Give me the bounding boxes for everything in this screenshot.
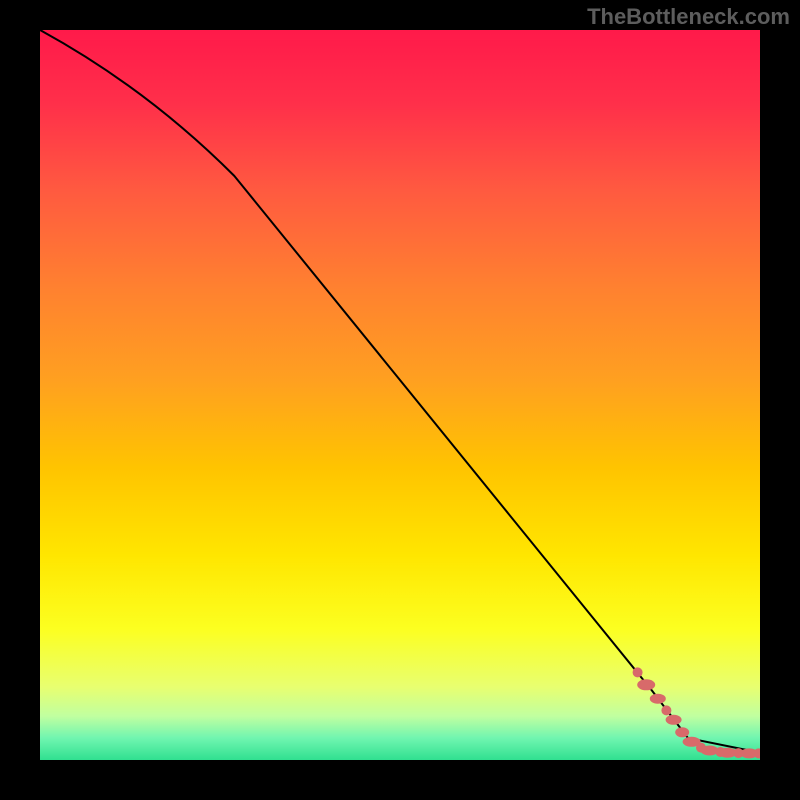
- chart-marker: [675, 727, 689, 737]
- chart-markers: [633, 667, 760, 758]
- chart-overlay: [40, 30, 760, 760]
- plot-area: [40, 30, 760, 760]
- chart-marker: [666, 715, 682, 725]
- chart-marker: [633, 667, 643, 677]
- watermark-text: TheBottleneck.com: [587, 4, 790, 30]
- chart-marker: [637, 679, 655, 690]
- chart-line: [40, 30, 760, 753]
- chart-marker: [650, 694, 666, 704]
- chart-marker: [661, 705, 671, 715]
